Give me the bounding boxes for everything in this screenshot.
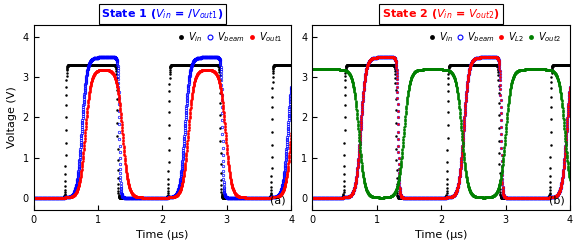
Title: State 2 ($V_{in}$ = $V_{out2}$): State 2 ($V_{in}$ = $V_{out2}$) [382, 7, 500, 21]
X-axis label: Time (μs): Time (μs) [136, 230, 188, 240]
Legend: $V_{in}$, $V_{beam}$, $V_{out1}$: $V_{in}$, $V_{beam}$, $V_{out1}$ [173, 26, 287, 48]
Title: State 1 ($V_{in}$ = /$V_{out1}$): State 1 ($V_{in}$ = /$V_{out1}$) [102, 7, 223, 21]
Text: (b): (b) [549, 196, 565, 206]
X-axis label: Time (μs): Time (μs) [415, 230, 467, 240]
Legend: $V_{in}$, $V_{beam}$, $V_{L2}$, $V_{out2}$: $V_{in}$, $V_{beam}$, $V_{L2}$, $V_{out2… [425, 26, 565, 48]
Y-axis label: Voltage (V): Voltage (V) [7, 87, 17, 148]
Text: (a): (a) [270, 196, 286, 206]
